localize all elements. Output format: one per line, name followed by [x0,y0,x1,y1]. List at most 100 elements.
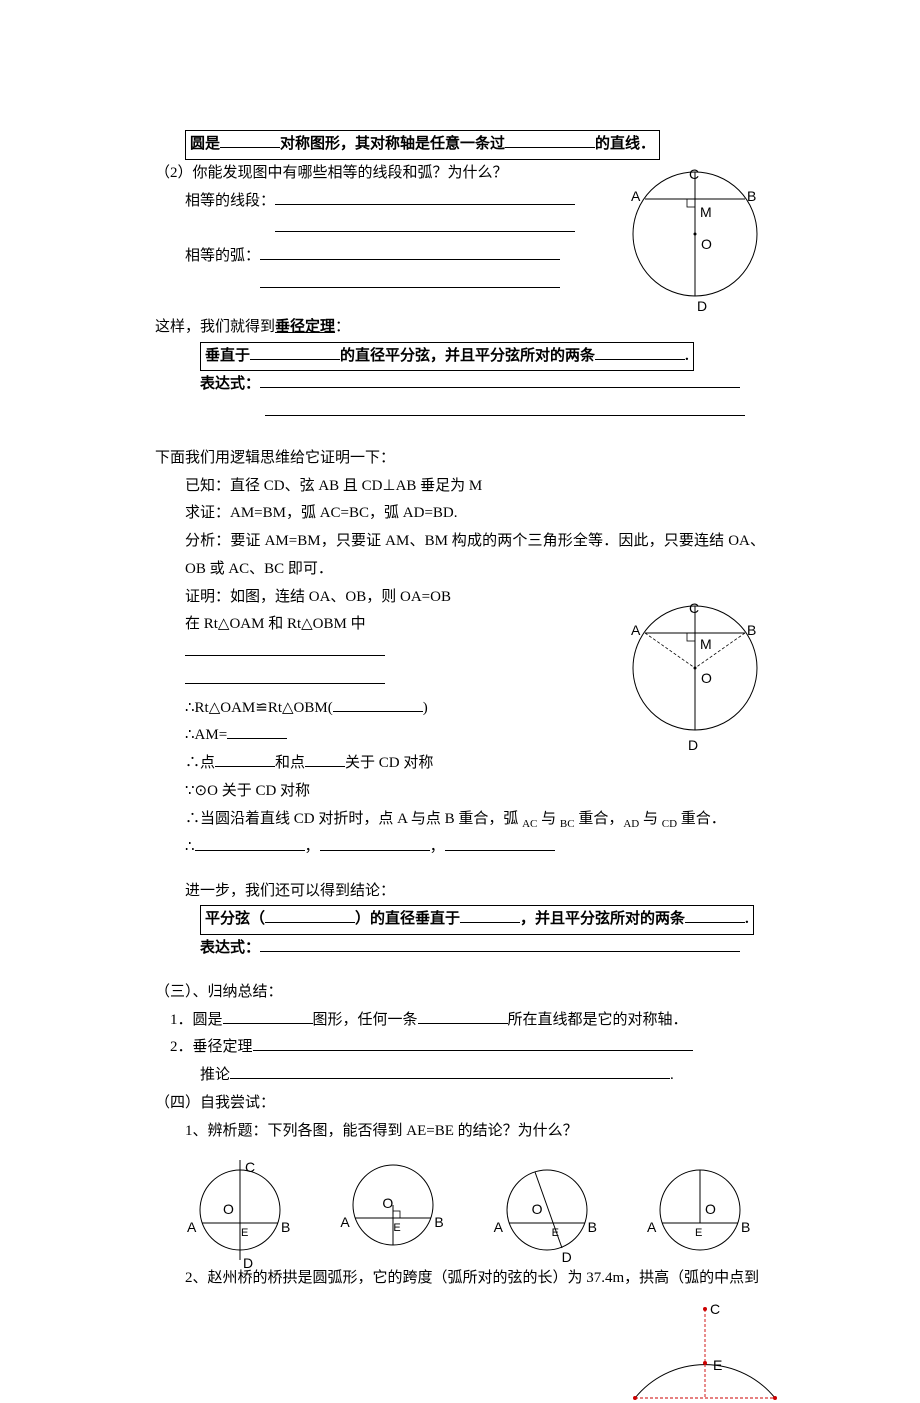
blank [215,751,275,767]
proof3: ∴Rt△OAM≌Rt△OBM( [185,700,333,716]
given: 已知：直径 CD、弦 AB 且 CD⊥AB 垂足为 M [155,473,765,501]
fig-b: A B O E [338,1155,448,1265]
blank [275,189,575,205]
box-circle-symmetric: 圆是 对称图形，其对称轴是任意一条过 的直线． [185,130,660,160]
blank [260,272,560,288]
blank [595,344,685,360]
lbl-C: C [710,1297,720,1323]
lbl-M: M [700,200,712,226]
proof3b: ) [423,700,428,716]
sum1b: 图形，任何一条 [313,1012,418,1028]
lbl-B: B [747,184,756,210]
proof6: ∵⊙O 关于 CD 对称 [155,778,765,806]
blank [275,216,575,232]
blank [195,835,305,851]
proof5b: 和点 [275,755,305,771]
section-3: （三）、归纳总结： [155,979,765,1007]
lbl-M: M [700,632,712,658]
proof7h: CD [662,818,677,830]
blank [418,1008,508,1024]
blank [220,132,280,148]
proof4: ∴AM= [185,727,227,743]
blank [185,668,385,684]
blank [250,344,340,360]
blank [260,936,740,952]
sum2: 2．垂径定理 [170,1039,253,1055]
sum1c: 所在直线都是它的对称轴． [508,1012,688,1028]
box1-a: 圆是 [190,136,220,152]
lbl-B: B [747,618,756,644]
proof7f: AD [623,818,639,830]
analysis: 分析：要证 AM=BM，只要证 AM、BM 构成的两个三角形全等．因此，只要连结… [155,528,765,584]
lbl-O: O [701,666,712,692]
lbl-O: O [701,232,712,258]
sep1: ， [305,839,320,855]
sum3end: . [670,1067,674,1083]
blank [505,132,595,148]
box1-b: 对称图形，其对称轴是任意一条过 [280,136,505,152]
box-perpendicular-diameter: 垂直于 的直径平分弦，并且平分弦所对的两条. [200,342,694,372]
box2-a: 垂直于 [205,348,250,364]
blank [333,696,423,712]
blank [320,835,430,851]
blank [253,1035,693,1051]
lbl-A: A [631,184,640,210]
box3-d: . [745,911,749,927]
proof-intro: 下面我们用逻辑思维给它证明一下： [155,445,765,473]
box3-b: ）的直径垂直于 [355,911,460,927]
blank [227,723,287,739]
proof5a: ∴点 [185,755,215,771]
fig-a: C A B O E D [185,1155,295,1265]
figure-circle-1: C A B M O D [625,154,765,314]
lbl-C: C [689,596,699,622]
expr-label: 表达式： [200,376,260,392]
blank [305,751,345,767]
proof7e: 重合， [575,811,624,827]
theorem-intro-b: 垂径定理 [275,319,335,335]
blank [265,400,745,416]
lbl-C: C [689,162,699,188]
eqseg-label: 相等的线段： [185,193,275,209]
proof7i: 重合． [677,811,726,827]
ex1: 1、辨析题：下列各图，能否得到 AE=BE 的结论？为什么？ [155,1118,765,1146]
box2-b: 的直径平分弦，并且平分弦所对的两条 [340,348,595,364]
figure-arch: C E [625,1303,785,1403]
four-figures: C A B O E D A B O E A B [155,1155,765,1265]
sep2: ， [430,839,445,855]
proof7c: 与 [537,811,560,827]
blank [260,372,740,388]
sum3: 推论 [200,1067,230,1083]
box3-c: ，并且平分弦所对的两条 [520,911,685,927]
box2-c: . [685,348,689,364]
blank [265,907,355,923]
fig-d: A B O E [645,1155,755,1265]
figure-circle-2: C A B M O D [625,588,765,758]
toprove: 求证：AM=BM，弧 AC=BC，弧 AD=BD. [155,500,765,528]
expr-label-2: 表达式： [200,940,260,956]
further: 进一步，我们还可以得到结论： [155,878,765,906]
sum1a: 1．圆是 [170,1012,223,1028]
theorem-intro-a: 这样，我们就得到 [155,319,275,335]
proof7a: ∴当圆沿着直线 CD 对折时，点 A 与点 B 重合，弧 [185,811,522,827]
proof7g: 与 [639,811,662,827]
blank [185,640,385,656]
box1-c: 的直线． [595,136,655,152]
eqarc-label: 相等的弧： [185,248,260,264]
lbl-E: E [713,1353,722,1379]
blank [685,907,745,923]
box-bisect-chord: 平分弦（ ）的直径垂直于 ，并且平分弦所对的两条. [200,905,754,935]
fig-c: A B O E D [492,1155,602,1265]
box3-a: 平分弦（ [205,911,265,927]
section-4: （四）自我尝试： [155,1090,765,1118]
lbl-A: A [631,618,640,644]
proof7b: AC [522,818,537,830]
lbl-D: D [697,294,707,320]
blank [460,907,520,923]
blank [223,1008,313,1024]
blank [445,835,555,851]
blank [230,1063,670,1079]
blank [260,244,560,260]
lbl-D: D [688,733,698,759]
theorem-intro-c: ： [335,319,350,335]
proof8: ∴ [185,839,195,855]
